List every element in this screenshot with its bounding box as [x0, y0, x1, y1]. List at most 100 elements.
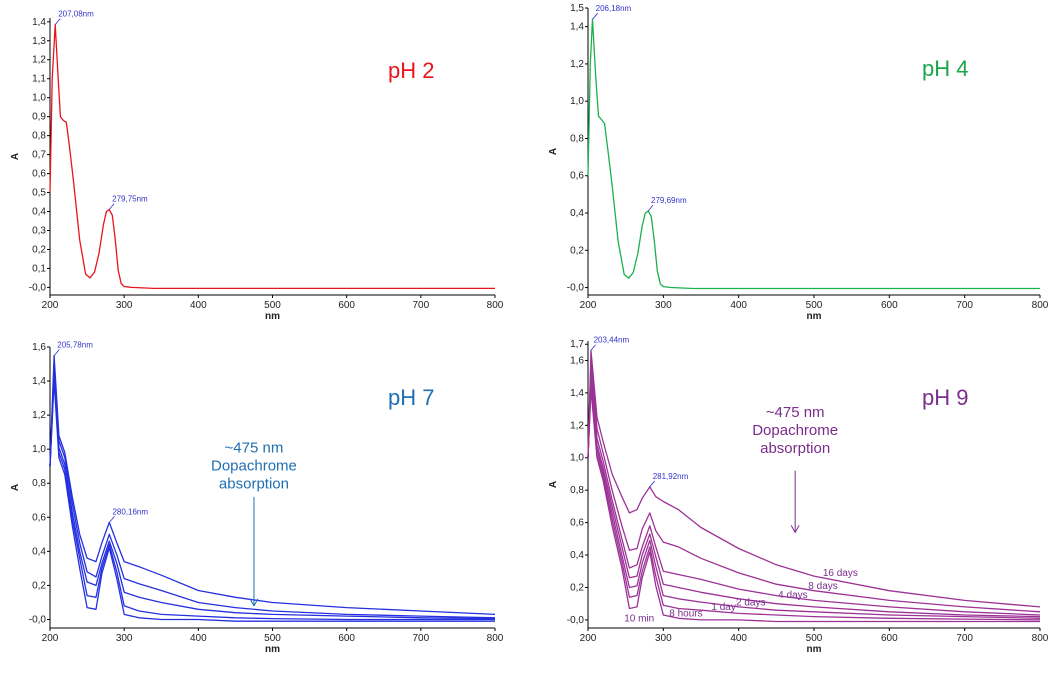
peak-leader-line [54, 18, 61, 25]
spectrum-curve-3 [587, 372, 1041, 618]
y-axis-label: A [10, 153, 21, 160]
x-tick-label: 500 [264, 300, 281, 311]
x-tick-label: 600 [881, 300, 898, 311]
dopachrome-annotation-line: Dopachrome [211, 458, 297, 475]
x-tick-label: 600 [338, 633, 355, 644]
spectrum-curve-0 [587, 350, 1041, 608]
annotation-arrow-head [790, 525, 800, 534]
spectrum-curve-1 [587, 358, 1041, 613]
y-tick-label: 1,4 [32, 17, 46, 28]
ph-label: pH 7 [388, 385, 434, 410]
y-tick-label: -0,0 [29, 614, 47, 625]
x-tick-label: 800 [487, 300, 504, 311]
y-tick-label: 0,1 [32, 263, 46, 274]
dopachrome-annotation-line: absorption [760, 440, 830, 457]
x-tick-label: 500 [806, 300, 823, 311]
peak-leader-line [592, 12, 598, 20]
x-tick-label: 300 [655, 300, 672, 311]
peak-leader-line [108, 203, 115, 210]
y-axis-label: A [548, 481, 559, 488]
y-tick-label: 0,2 [570, 245, 584, 256]
x-axis-label: nm [265, 311, 280, 322]
time-label: 1 day [711, 602, 735, 613]
y-tick-label: 0,7 [32, 150, 46, 161]
time-label: 2 days [736, 597, 765, 608]
x-tick-label: 600 [338, 300, 355, 311]
y-tick-label: 1,6 [32, 342, 46, 353]
spectrum-curve-2 [49, 370, 496, 620]
spectrum-curve-3 [49, 375, 495, 621]
x-axis-label: nm [807, 311, 822, 322]
x-tick-label: 600 [881, 633, 898, 644]
dopachrome-annotation-line: ~475 nm [225, 440, 284, 457]
x-tick-label: 200 [42, 300, 59, 311]
y-tick-label: 0,4 [32, 207, 46, 218]
y-axis-label: A [548, 148, 559, 155]
x-axis-label: nm [807, 644, 822, 655]
time-label: 10 min [624, 614, 654, 625]
y-tick-label: 1,5 [570, 3, 584, 14]
x-tick-label: 700 [412, 633, 429, 644]
x-tick-label: 700 [412, 300, 429, 311]
peak-label: 206,18nm [596, 4, 632, 13]
y-tick-label: -0,0 [567, 283, 585, 294]
spectrum-panel-3: 1,7 1,6 1,4 1,2 1,0 0,8 0,6 0,4 0,2 -0,0 200 300 400… [548, 336, 1049, 655]
spectrum-curve-0 [587, 18, 1040, 290]
ph-label: pH 2 [388, 58, 434, 83]
x-tick-label: 200 [580, 300, 597, 311]
peak-label: 281,92nm [653, 472, 689, 481]
time-label: 16 days [823, 568, 858, 579]
peak-leader-line [590, 344, 596, 351]
x-tick-label: 500 [806, 633, 823, 644]
spectrum-panel-2: 1,6 1,4 1,2 1,0 0,8 0,6 0,4 0,2 -0,0 200 300 400 500… [10, 341, 504, 655]
y-tick-label: 0,4 [570, 208, 584, 219]
y-tick-label: 0,8 [570, 133, 584, 144]
y-tick-label: 0,6 [32, 512, 46, 523]
peak-leader-line [649, 480, 656, 488]
x-tick-label: 200 [580, 633, 597, 644]
y-tick-label: 0,6 [570, 171, 584, 182]
peak-label: 280,16nm [112, 507, 148, 516]
x-tick-label: 500 [264, 633, 281, 644]
spectrum-curve-0 [49, 23, 495, 290]
time-label: 8 hours [669, 609, 702, 620]
y-tick-label: 0,9 [32, 112, 46, 123]
y-tick-label: 1,0 [570, 96, 584, 107]
y-tick-label: 1,7 [570, 339, 584, 350]
y-tick-label: -0,0 [567, 615, 585, 626]
spectrum-curve-5 [587, 384, 1041, 621]
time-label: 8 days [808, 581, 837, 592]
y-tick-label: 1,2 [570, 420, 584, 431]
x-tick-label: 800 [487, 633, 504, 644]
y-tick-label: 1,6 [570, 355, 584, 366]
spectrum-curve-4 [587, 379, 1041, 619]
y-tick-label: 1,4 [570, 388, 584, 399]
y-tick-label: 0,2 [32, 580, 46, 591]
y-tick-label: 0,2 [570, 582, 584, 593]
peak-label: 279,69nm [651, 196, 687, 205]
spectrum-curve-4 [49, 380, 495, 622]
x-tick-label: 700 [956, 633, 973, 644]
x-tick-label: 700 [956, 300, 973, 311]
x-tick-label: 400 [730, 633, 747, 644]
peak-leader-line [53, 349, 60, 356]
y-tick-label: 1,2 [32, 55, 46, 66]
y-tick-label: 1,4 [570, 22, 584, 33]
peak-label: 279,75nm [112, 195, 148, 204]
spectrum-curve-2 [587, 366, 1041, 616]
spectrum-curve-6 [587, 388, 1040, 623]
x-tick-label: 800 [1032, 633, 1049, 644]
y-tick-label: 0,8 [32, 131, 46, 142]
y-tick-label: 1,4 [32, 376, 46, 387]
time-label: 4 days [778, 590, 807, 601]
y-tick-label: 1,0 [32, 444, 46, 455]
peak-leader-line [109, 516, 115, 523]
dopachrome-annotation-line: absorption [219, 476, 289, 493]
y-tick-label: 0,4 [32, 546, 46, 557]
y-tick-label: 1,2 [32, 410, 46, 421]
y-tick-label: 0,5 [32, 188, 46, 199]
spectrum-panel-1: 1,5 1,4 1,2 1,0 0,8 0,6 0,4 0,2 -0,0 200 300 400 500… [548, 3, 1049, 322]
spectrum-curve-1 [49, 363, 496, 619]
y-tick-label: 0,6 [570, 518, 584, 529]
